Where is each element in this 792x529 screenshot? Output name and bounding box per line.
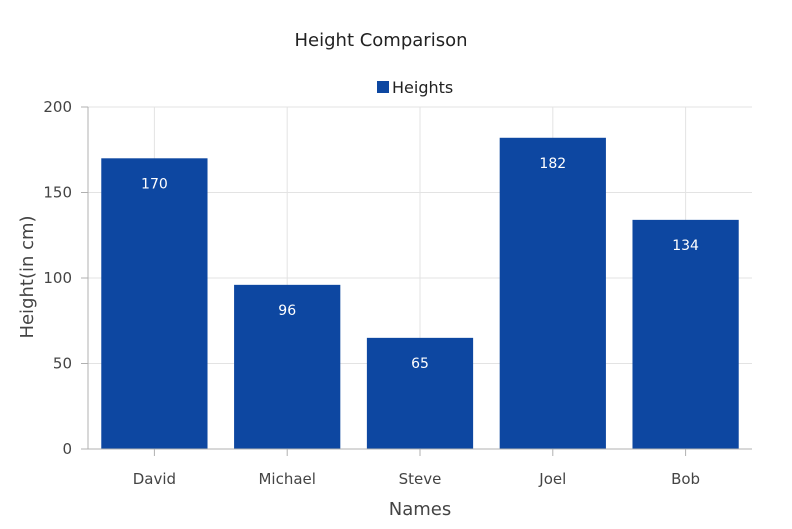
y-tick-label: 0 (62, 440, 72, 458)
chart-title: Height Comparison (295, 30, 468, 51)
data-labels: 170 96 65 182 134 (141, 156, 699, 372)
data-label: 65 (411, 356, 429, 372)
legend-label: Heights (392, 78, 453, 97)
y-tick-label: 200 (43, 98, 72, 116)
x-tick-label: Michael (258, 470, 315, 488)
y-tick-label: 150 (43, 184, 72, 202)
data-label: 96 (278, 303, 296, 319)
data-label: 170 (141, 176, 168, 192)
data-label: 182 (539, 156, 566, 172)
y-tick-label: 100 (43, 269, 72, 287)
x-tick-label: Steve (399, 470, 442, 488)
x-tick-label: David (133, 470, 176, 488)
x-axis-label: Names (389, 499, 451, 520)
data-label: 134 (672, 238, 699, 254)
bar-david (101, 158, 208, 450)
bar-bob (632, 219, 739, 449)
y-axis-label: Height(in cm) (17, 215, 38, 338)
x-tick-label: Joel (538, 470, 566, 488)
y-tick-label: 50 (53, 355, 72, 373)
legend-swatch (377, 81, 389, 93)
legend[interactable]: Heights (377, 78, 453, 97)
bar-joel (499, 137, 606, 449)
bar-michael (234, 284, 341, 449)
bar-steve (366, 337, 474, 449)
x-tick-label: Bob (671, 470, 700, 488)
x-axis-ticks: David Michael Steve Joel Bob (133, 449, 700, 488)
bars (101, 137, 739, 450)
y-axis-ticks: 0 50 100 150 200 (43, 98, 88, 458)
